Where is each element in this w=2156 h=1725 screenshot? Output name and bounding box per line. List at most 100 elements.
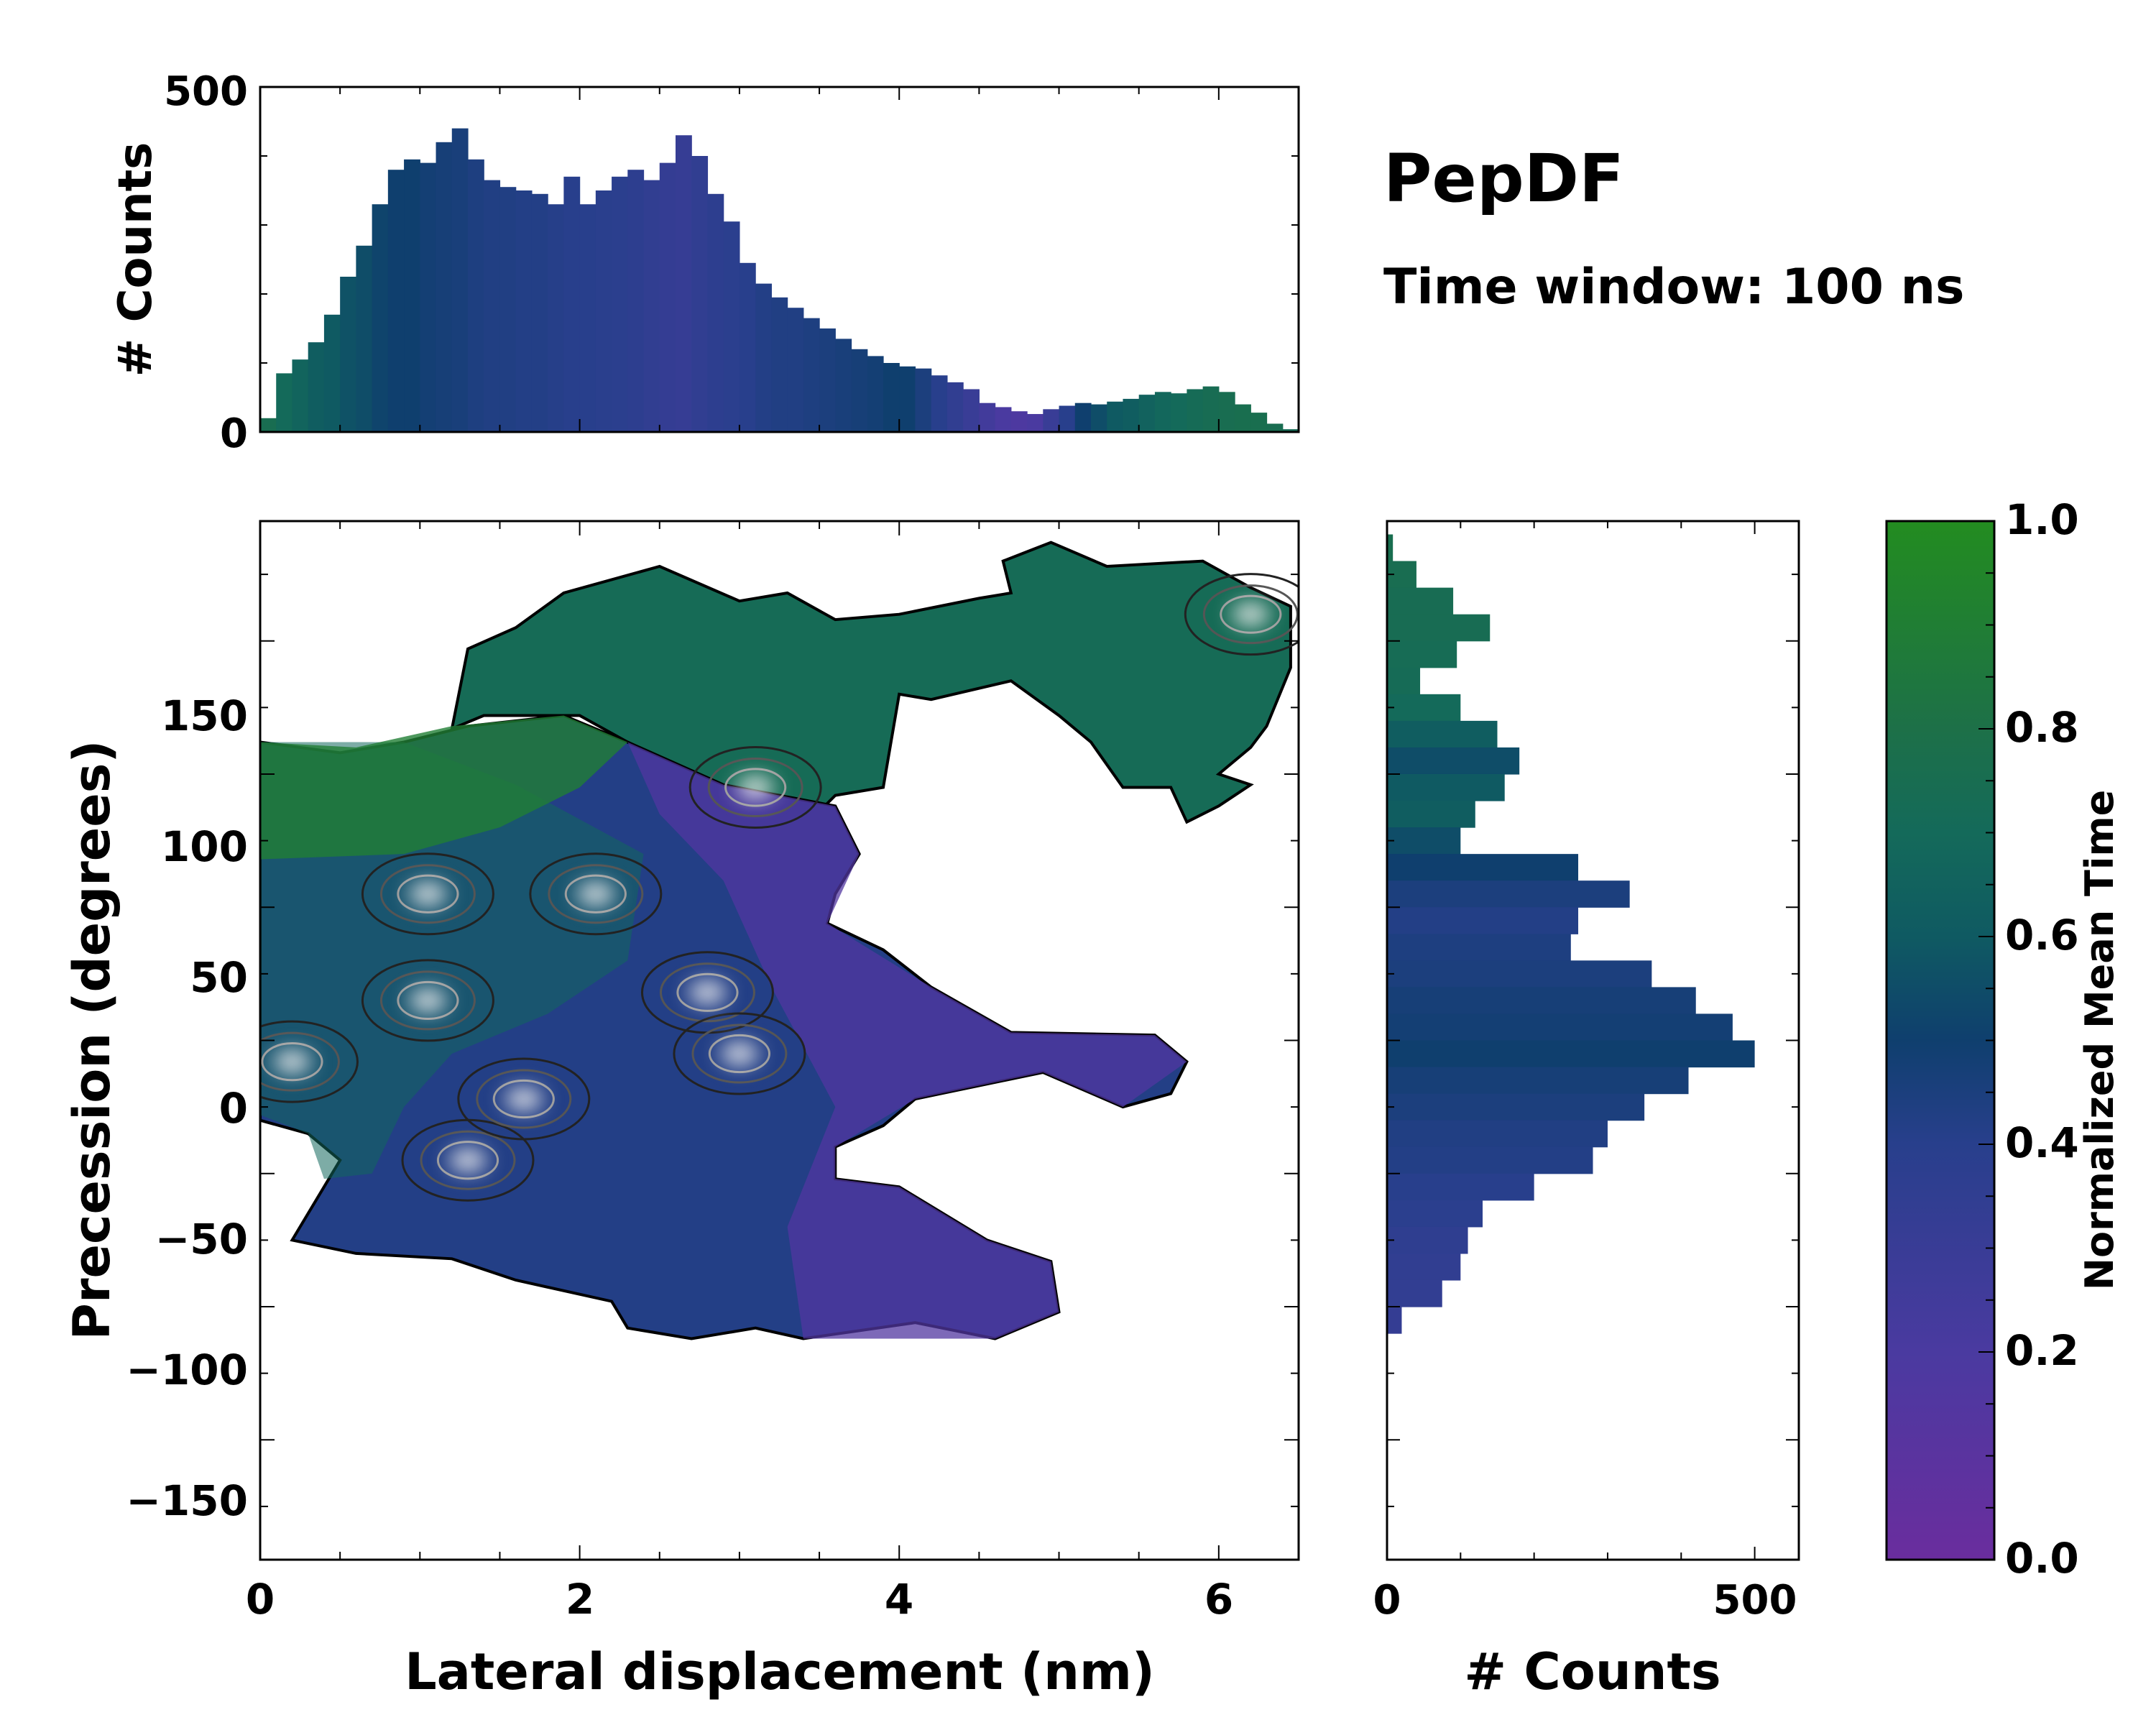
density-hotspot [449,1149,487,1172]
contour-ring [1184,573,1299,656]
xtick-label-6: 6 [1204,1575,1233,1624]
top-histogram-bar [276,373,293,432]
right-histogram-ticks [1386,521,1799,1560]
right-xtick-label-500: 500 [1713,1577,1797,1624]
top-histogram-bar [1266,423,1284,432]
top-histogram-bar [1010,411,1028,432]
top-histogram-bar [1091,404,1107,432]
contour-ring [260,1031,340,1092]
right-histogram-bar [1387,1093,1645,1121]
top-histogram-bar [1218,392,1235,432]
right-histogram-bar [1387,801,1475,828]
contour-ring [548,864,644,924]
ytick-label-50: 50 [190,953,248,1002]
top-histogram-bar [979,402,996,432]
contour-ring [397,980,459,1021]
top-histogram-bar [931,375,948,432]
top-histogram-bar [468,159,484,433]
top-histogram-bar [883,363,900,432]
density-hotspot [409,988,447,1012]
top-histogram-bars [260,128,1299,433]
heatmap-purple-zone [627,742,1187,1339]
colorbar-tick-label-0.2: 0.2 [2005,1326,2079,1375]
top-histogram-bar [579,204,596,432]
top-histogram-bar [436,142,453,433]
xtick-label-2: 2 [566,1575,594,1624]
top-histogram-bar [691,156,709,432]
right-histogram-bar [1387,854,1579,881]
top-histogram-bar [563,176,581,433]
top-histogram-bar [739,262,756,432]
top-histogram-bar [1138,395,1156,432]
right-histogram-bar [1387,667,1421,695]
heatmap-bright-green-zone [260,715,628,860]
top-histogram-bar [372,204,389,432]
right-histogram-bar [1387,1120,1608,1148]
colorbar-tick-label-0.6: 0.6 [2005,911,2079,960]
top-histogram-bar [1027,414,1044,432]
right-marginal-histogram: 0 500 # Counts [1373,520,1800,1701]
right-histogram-bar [1387,1200,1483,1228]
main-density-hotspots [273,602,1270,1172]
right-histogram-bar [1387,587,1454,615]
xtick-label-4: 4 [885,1575,913,1624]
contour-ring [564,874,627,914]
top-histogram-bar [659,162,676,432]
right-histogram-bar [1387,1146,1593,1174]
contour-ring [492,1079,555,1119]
ytick-label-neg100: −100 [126,1346,248,1394]
top-histogram-bar [995,407,1012,432]
top-histogram-bar [292,359,309,432]
right-histogram-bar [1387,747,1520,775]
top-histogram-bar [387,170,405,432]
top-histogram-bar [1282,429,1299,432]
top-histogram-bar [676,135,692,432]
contour-ring [379,970,476,1031]
main-heatmap-regions [260,540,1299,1340]
top-histogram-bar [835,339,852,432]
top-histogram-bar [899,366,916,432]
colorbar: 0.0 0.2 0.4 0.6 0.8 1.0 Normalized Mean … [1885,495,2122,1583]
right-histogram-bar [1387,1279,1442,1307]
main-axis-ticks [259,521,1299,1560]
top-histogram-bar [787,308,804,432]
contour-ring [361,959,494,1042]
right-histogram-bar [1387,694,1461,722]
contour-ring [724,768,787,807]
top-histogram-bar [484,180,501,432]
top-histogram-bar [1235,404,1251,432]
top-histogram-bar [963,389,980,432]
ytick-label-neg50: −50 [155,1215,248,1264]
top-histogram-bar [1202,386,1220,432]
right-histogram-bar [1387,1226,1468,1254]
contour-ring [361,852,494,936]
contour-ring [529,852,663,936]
right-histogram-bar [1387,987,1696,1015]
top-histogram-bar [1187,389,1204,432]
contour-ring [691,1024,788,1084]
xtick-label-0: 0 [246,1575,275,1624]
colorbar-tick-label-1.0: 1.0 [2005,495,2079,544]
top-histogram-bar [915,368,932,432]
top-histogram-bar [323,314,341,432]
right-histogram-bar [1387,960,1652,988]
top-histogram-bar [755,283,772,432]
top-histogram-bar [451,128,469,432]
contour-ring [659,962,755,1023]
contour-ring [261,1042,323,1082]
top-histogram-bar [356,245,373,432]
top-histogram-bar [612,176,628,433]
contour-ring [379,864,476,924]
contour-ring [1220,594,1282,634]
right-histogram-bar [1387,907,1579,934]
top-histogram-bar [1059,405,1076,432]
top-histogram-bar [1107,401,1124,432]
chart-title: PepDF [1383,140,1624,217]
right-histogram-bar [1387,534,1393,562]
colorbar-ticks [1978,520,1994,1560]
density-hotspot [720,1042,758,1066]
main-xlabel: Lateral displacement (nm) [405,1642,1155,1701]
right-histogram-bar [1387,1013,1733,1041]
top-histogram-bar [723,221,740,432]
